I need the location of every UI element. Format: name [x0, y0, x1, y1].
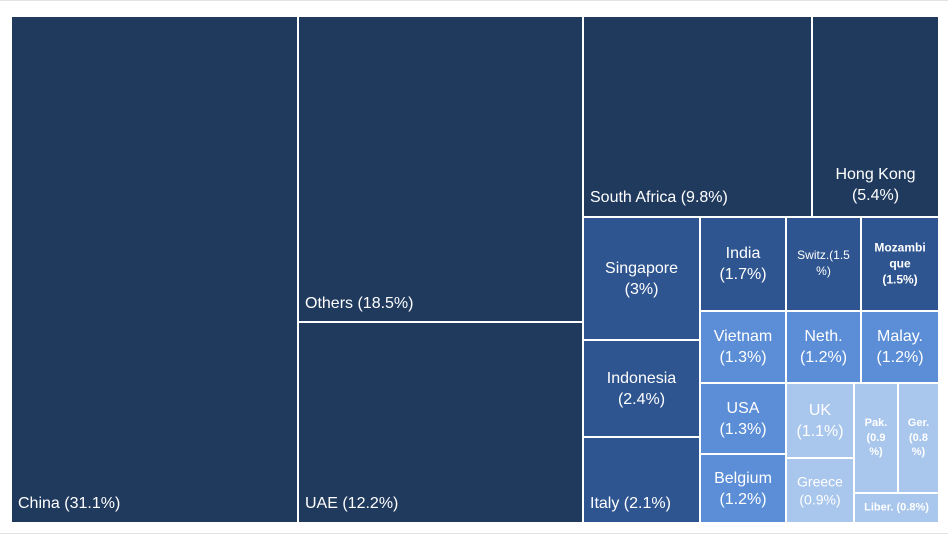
- treemap-cell-malay: Malay. (1.2%): [860, 310, 940, 384]
- treemap-label-uae: UAE (12.2%): [305, 494, 399, 512]
- treemap-label-mozambique: Mozambi que (1.5%): [874, 240, 926, 286]
- treemap-label-others: Others (18.5%): [305, 294, 414, 312]
- treemap-cell-vietnam: Vietnam (1.3%): [699, 310, 787, 384]
- treemap-label-pak: Pak. (0.9%): [864, 417, 888, 459]
- treemap-cell-mozambique: Mozambi que (1.5%): [860, 216, 940, 312]
- treemap-cell-usa: USA (1.3%): [699, 382, 787, 455]
- treemap-label-south-africa: South Africa (9.8%): [590, 188, 728, 206]
- treemap-label-ger: Ger. (0.8%): [907, 417, 930, 459]
- treemap-cell-switz: Switz.(1.5%): [785, 216, 862, 312]
- treemap-label-italy: Italy (2.1%): [590, 494, 671, 512]
- treemap-label-hong-kong: Hong Kong (5.4%): [835, 165, 916, 204]
- treemap-cell-china: China (31.1%): [10, 15, 299, 524]
- treemap-label-vietnam: Vietnam (1.3%): [713, 327, 773, 366]
- treemap-label-usa: USA (1.3%): [719, 399, 767, 438]
- treemap-label-belgium: Belgium (1.2%): [714, 469, 772, 508]
- treemap-cell-italy: Italy (2.1%): [582, 436, 701, 524]
- treemap-cell-uae: UAE (12.2%): [297, 321, 585, 524]
- treemap-label-greece: Greece (0.9%): [797, 473, 843, 508]
- treemap-cell-belgium: Belgium (1.2%): [699, 453, 787, 524]
- treemap-label-india: India (1.7%): [719, 244, 767, 283]
- treemap-label-china: China (31.1%): [18, 494, 121, 512]
- treemap-label-indonesia: Indonesia (2.4%): [606, 369, 677, 408]
- treemap-cell-south-africa: South Africa (9.8%): [582, 15, 813, 218]
- treemap-cell-india: India (1.7%): [699, 216, 787, 312]
- treemap-cell-singapore: Singapore (3%): [582, 216, 701, 341]
- treemap-cell-hong-kong: Hong Kong (5.4%): [811, 15, 940, 218]
- treemap-cell-indonesia: Indonesia (2.4%): [582, 339, 701, 438]
- treemap-cell-others: Others (18.5%): [297, 15, 585, 324]
- treemap-cell-greece: Greece (0.9%): [785, 457, 855, 524]
- treemap-cell-liber: Liber. (0.8%): [853, 492, 940, 524]
- treemap-label-uk: UK (1.1%): [796, 401, 844, 440]
- treemap-label-singapore: Singapore (3%): [605, 259, 678, 298]
- treemap-label-neth: Neth. (1.2%): [799, 327, 848, 366]
- treemap-cell-neth: Neth. (1.2%): [785, 310, 862, 384]
- treemap-label-switz: Switz.(1.5%): [797, 248, 850, 278]
- treemap-cell-uk: UK (1.1%): [785, 382, 855, 459]
- treemap-cell-ger: Ger. (0.8%): [897, 382, 940, 494]
- treemap-label-malay: Malay. (1.2%): [876, 327, 924, 366]
- treemap-cell-pak: Pak. (0.9%): [853, 382, 899, 494]
- treemap-label-liber: Liber. (0.8%): [864, 501, 929, 514]
